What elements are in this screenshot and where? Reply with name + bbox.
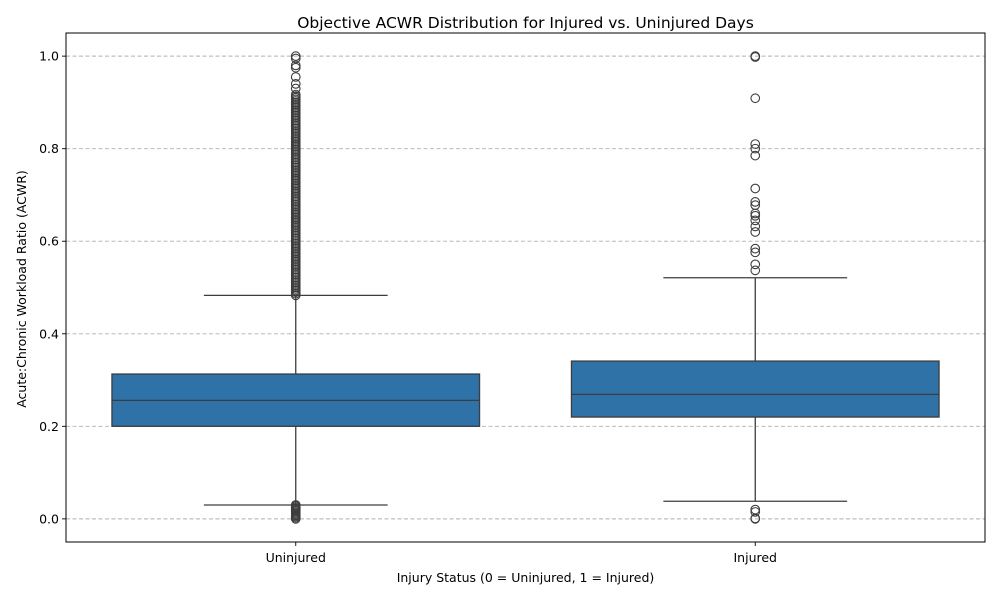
outlier-point [750,197,761,207]
y-axis-label: Acute:Chronic Workload Ratio (ACWR) [14,170,29,408]
outlier-point [750,150,761,161]
outlier-point [750,259,761,270]
outlier-point [290,89,301,100]
outlier-point [290,60,301,71]
chart-title: Objective ACWR Distribution for Injured … [297,14,754,32]
outlier-point [750,247,761,258]
y-tick-label: 0.4 [39,326,59,341]
outlier-point [750,504,761,515]
outlier-point [750,210,761,221]
box-group-uninjured [111,51,481,524]
outlier-point [750,215,761,226]
x-tick-label: Injured [734,550,778,565]
outlier-point [750,139,761,149]
outlier-point [290,83,301,94]
y-tick-label: 1.0 [39,49,59,64]
outlier-point [750,507,761,517]
outlier-point [290,51,301,61]
box-iqr [570,360,940,418]
outlier-point [750,265,761,276]
y-tick-label: 0.2 [39,419,59,434]
plot-area [111,51,940,524]
x-axis: Uninjured Injured [266,542,777,565]
outlier-point [290,79,301,89]
outlier-point [750,243,761,254]
x-tick-label: Uninjured [266,550,326,565]
box-group-injured [570,51,940,524]
outlier-point [290,62,301,73]
outlier-point [750,51,761,61]
outlier-point [750,143,761,154]
outlier-point [750,227,761,237]
outlier-point [290,500,301,510]
x-axis-label: Injury Status (0 = Uninjured, 1 = Injure… [397,570,655,585]
plot-frame [65,32,986,543]
y-axis: 0.0 0.2 0.4 0.6 0.8 1.0 [39,49,66,526]
outlier-point [750,200,761,210]
y-tick-label: 0.8 [39,141,59,156]
outlier-point [750,93,761,104]
y-tick-label: 0.6 [39,234,59,249]
outlier-point [750,183,761,194]
outlier-point [290,72,301,82]
outlier-point [290,53,301,64]
y-tick-label: 0.0 [39,511,59,526]
outlier-point [750,221,761,232]
